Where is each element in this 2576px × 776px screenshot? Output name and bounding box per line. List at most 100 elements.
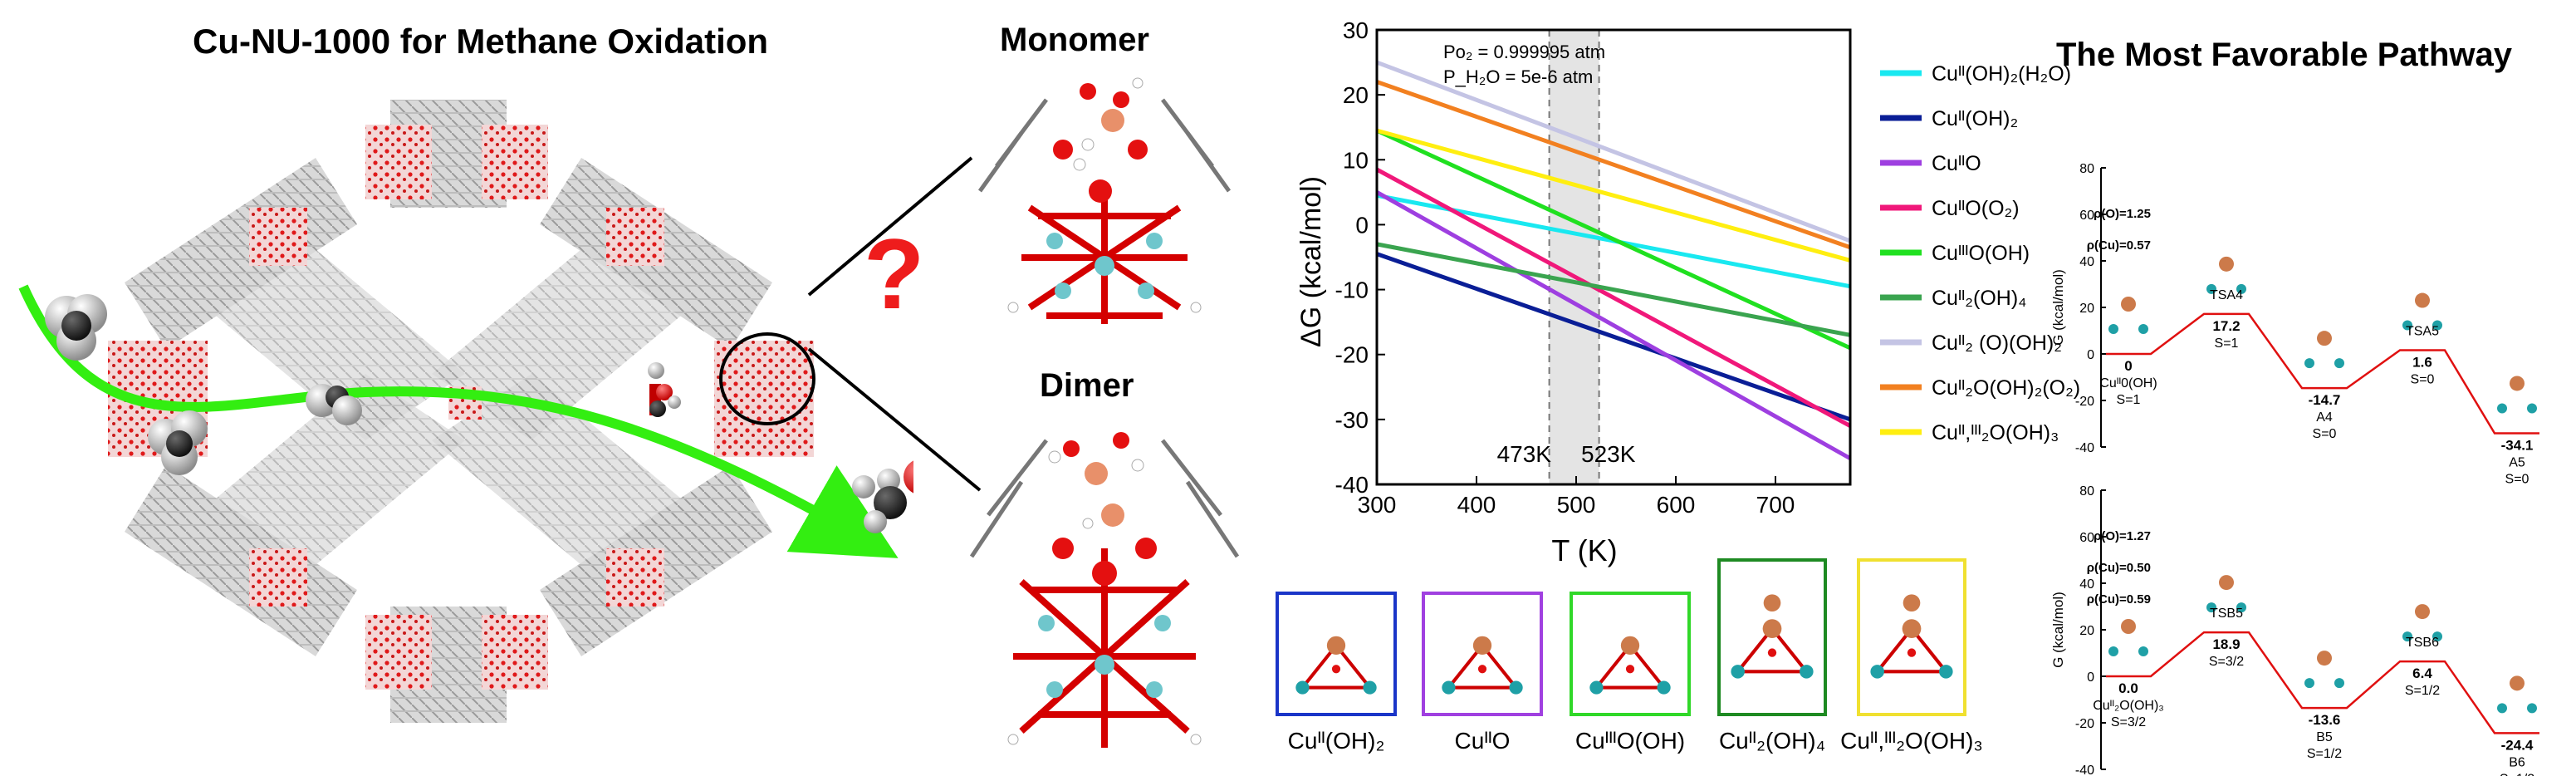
structure-box-label: CuᴵᴵᴵO(OH) <box>1574 728 1686 754</box>
legend-label: Cuᴵᴵ₂O(OH)₂(O₂) <box>1932 376 2080 400</box>
mof-illustration <box>18 100 913 723</box>
pathway-structure-icon <box>2317 331 2332 346</box>
pathway-structure-icon <box>2219 575 2234 591</box>
pathway-y-tick-label: 0 <box>2087 348 2094 362</box>
step-energy-label: -14.7 <box>2309 392 2341 408</box>
cluster-structure-icon <box>1870 594 1953 679</box>
step-energy-label: -13.6 <box>2309 712 2341 728</box>
legend-label: Cuᴵᴵ(OH)₂ <box>1932 107 2018 130</box>
spin-density-label: ρ(Cu)=0.57 <box>2087 238 2151 253</box>
pathway-y-tick-label: -40 <box>2075 764 2094 776</box>
pathway-structure-icon <box>2415 604 2430 620</box>
structure-box-label: Cuᴵᴵ,ᴵᴵᴵ₂O(OH)₃ <box>1840 728 1983 754</box>
pathway-structure-icon <box>2121 297 2136 312</box>
x-tick-label: 300 <box>1358 492 1397 518</box>
series-line-6 <box>1376 242 1851 337</box>
pathway-y-tick-label: 20 <box>2079 624 2094 638</box>
pathway-y-tick-label: 0 <box>2087 670 2094 685</box>
pathway-structure-icon <box>2334 358 2344 369</box>
y-tick-label: 30 <box>1343 17 1369 43</box>
pathway-structure-icon <box>2497 403 2507 414</box>
structure-box-label: Cuᴵᴵ₂(OH)₄ <box>1718 728 1826 754</box>
step-spin-label: S=3/2 <box>2209 655 2244 669</box>
band-label-low: 473K <box>1497 441 1552 467</box>
pathway-structure-icon <box>2219 256 2234 272</box>
step-name-label: TSB5 <box>2210 607 2243 621</box>
x-tick-label: 500 <box>1557 492 1596 518</box>
pathway-structure-icon <box>2138 324 2148 334</box>
plot-frame <box>1375 28 1852 486</box>
pathway-y-tick-label: 60 <box>2079 209 2094 223</box>
step-energy-label: 17.2 <box>2212 318 2240 334</box>
spin-density-label: ρ(Cu)=0.50 <box>2087 561 2151 575</box>
pathway-structure-icon <box>2121 619 2136 634</box>
x-tick-label: 400 <box>1457 492 1496 518</box>
cluster-structure-icon <box>1731 594 1814 679</box>
pathway-y-tick-label: 80 <box>2079 162 2094 176</box>
y-axis-label: ΔG (kcal/mol) <box>1295 176 1327 347</box>
cluster-structure-icon <box>1442 636 1523 695</box>
pathway-structure-icon <box>2304 358 2314 369</box>
pathway-structure-icon <box>2138 646 2148 656</box>
pathway-structure-icon <box>2432 631 2442 642</box>
pathway-structure-icon <box>2510 675 2525 691</box>
dimer-label: Dimer <box>1040 367 1134 404</box>
pathway-chart: -40 -20 0 20 40 60 80 G (kcal/mol) 0 Cuᴵᴵ0(OH) S=1… <box>2050 162 2539 776</box>
pathway-y-tick-label: 80 <box>2079 484 2094 499</box>
node-highlight-circle <box>719 332 815 425</box>
legend-label: CuᴵᴵO(O₂) <box>1932 197 2020 220</box>
pathway-structure-icon <box>2317 651 2332 666</box>
structure-box-1 <box>1276 592 1397 716</box>
step-energy-label: 6.4 <box>2412 665 2432 681</box>
pathway-y-tick-label: -40 <box>2075 441 2094 455</box>
step-spin-label: S=1 <box>2215 336 2239 351</box>
cluster-structure-icon <box>1295 636 1377 695</box>
pathway-y-tick-label: 60 <box>2079 531 2094 545</box>
step-energy-label: -24.4 <box>2501 737 2534 753</box>
step-energy-label: -34.1 <box>2501 437 2534 453</box>
pathway-y-tick-label: 40 <box>2079 577 2094 592</box>
step-name-label: B5 <box>2316 730 2333 744</box>
structure-box-label: CuᴵᴵO <box>1454 728 1511 754</box>
legend-label: Cuᴵᴵ(OH)₂(H₂O) <box>1932 62 2071 86</box>
legend-label: CuᴵᴵᴵO(OH) <box>1932 242 2030 265</box>
step-name-label: Cuᴵᴵ₂O(OH)₃ <box>2093 699 2164 713</box>
pathway-title: The Most Favorable Pathway <box>2056 37 2513 73</box>
pathway-structure-icon <box>2108 324 2118 334</box>
pathway-structure-icon <box>2402 320 2412 331</box>
pathway-structure-icon <box>2108 646 2118 656</box>
pathway-structure-icon <box>2236 283 2246 294</box>
chart-annotation-po2: Po₂ = 0.999995 atm <box>1443 42 1605 62</box>
step-spin-label: S=0 <box>2505 472 2529 486</box>
pathway-structure-icon <box>2432 320 2442 331</box>
x-tick-label: 700 <box>1756 492 1795 518</box>
pathway-y-label: G (kcal/mol) <box>2050 269 2066 346</box>
pathway-structure-icon <box>2527 403 2537 414</box>
y-tick-label: -20 <box>1335 342 1369 368</box>
methane-molecule-1 <box>45 294 107 361</box>
y-tick-label: 0 <box>1355 212 1369 238</box>
pathway-structure-icon <box>2527 703 2537 714</box>
structure-box-2 <box>1422 592 1543 716</box>
step-energy-label: 0 <box>2124 358 2132 374</box>
structure-box-label: Cuᴵᴵ(OH)₂ <box>1287 728 1385 754</box>
band-label-high: 523K <box>1581 441 1636 467</box>
pathway-structure-icon <box>2334 678 2344 689</box>
chart-annotation-ph2o: P_H₂O = 5e-6 atm <box>1443 66 1593 87</box>
mof-title: Cu-NU-1000 for Methane Oxidation <box>193 22 769 61</box>
y-tick-label: 10 <box>1343 147 1369 173</box>
step-spin-label: S=1 <box>2117 393 2141 407</box>
methane-molecule-2 <box>306 384 362 425</box>
methanol-molecule-2 <box>852 460 913 533</box>
step-name-label: B6 <box>2509 755 2525 769</box>
legend-label: CuᴵᴵO <box>1932 152 1981 175</box>
pathway-y-label: G (kcal/mol) <box>2050 592 2066 668</box>
step-spin-label: S=0 <box>2411 373 2435 387</box>
y-tick-label: -30 <box>1335 407 1369 433</box>
series-line-4 <box>1375 167 1852 428</box>
pathway-structure-icon <box>2402 631 2412 642</box>
delta-g-chart: 300 400 500 600 700 -40 -30 -20 -10 0 10 20 30 Po₂ =… <box>1295 17 2080 567</box>
series-line-5 <box>1375 128 1852 351</box>
monomer-label: Monomer <box>1000 22 1149 58</box>
spin-density-label: ρ(O)=1.27 <box>2094 529 2151 543</box>
